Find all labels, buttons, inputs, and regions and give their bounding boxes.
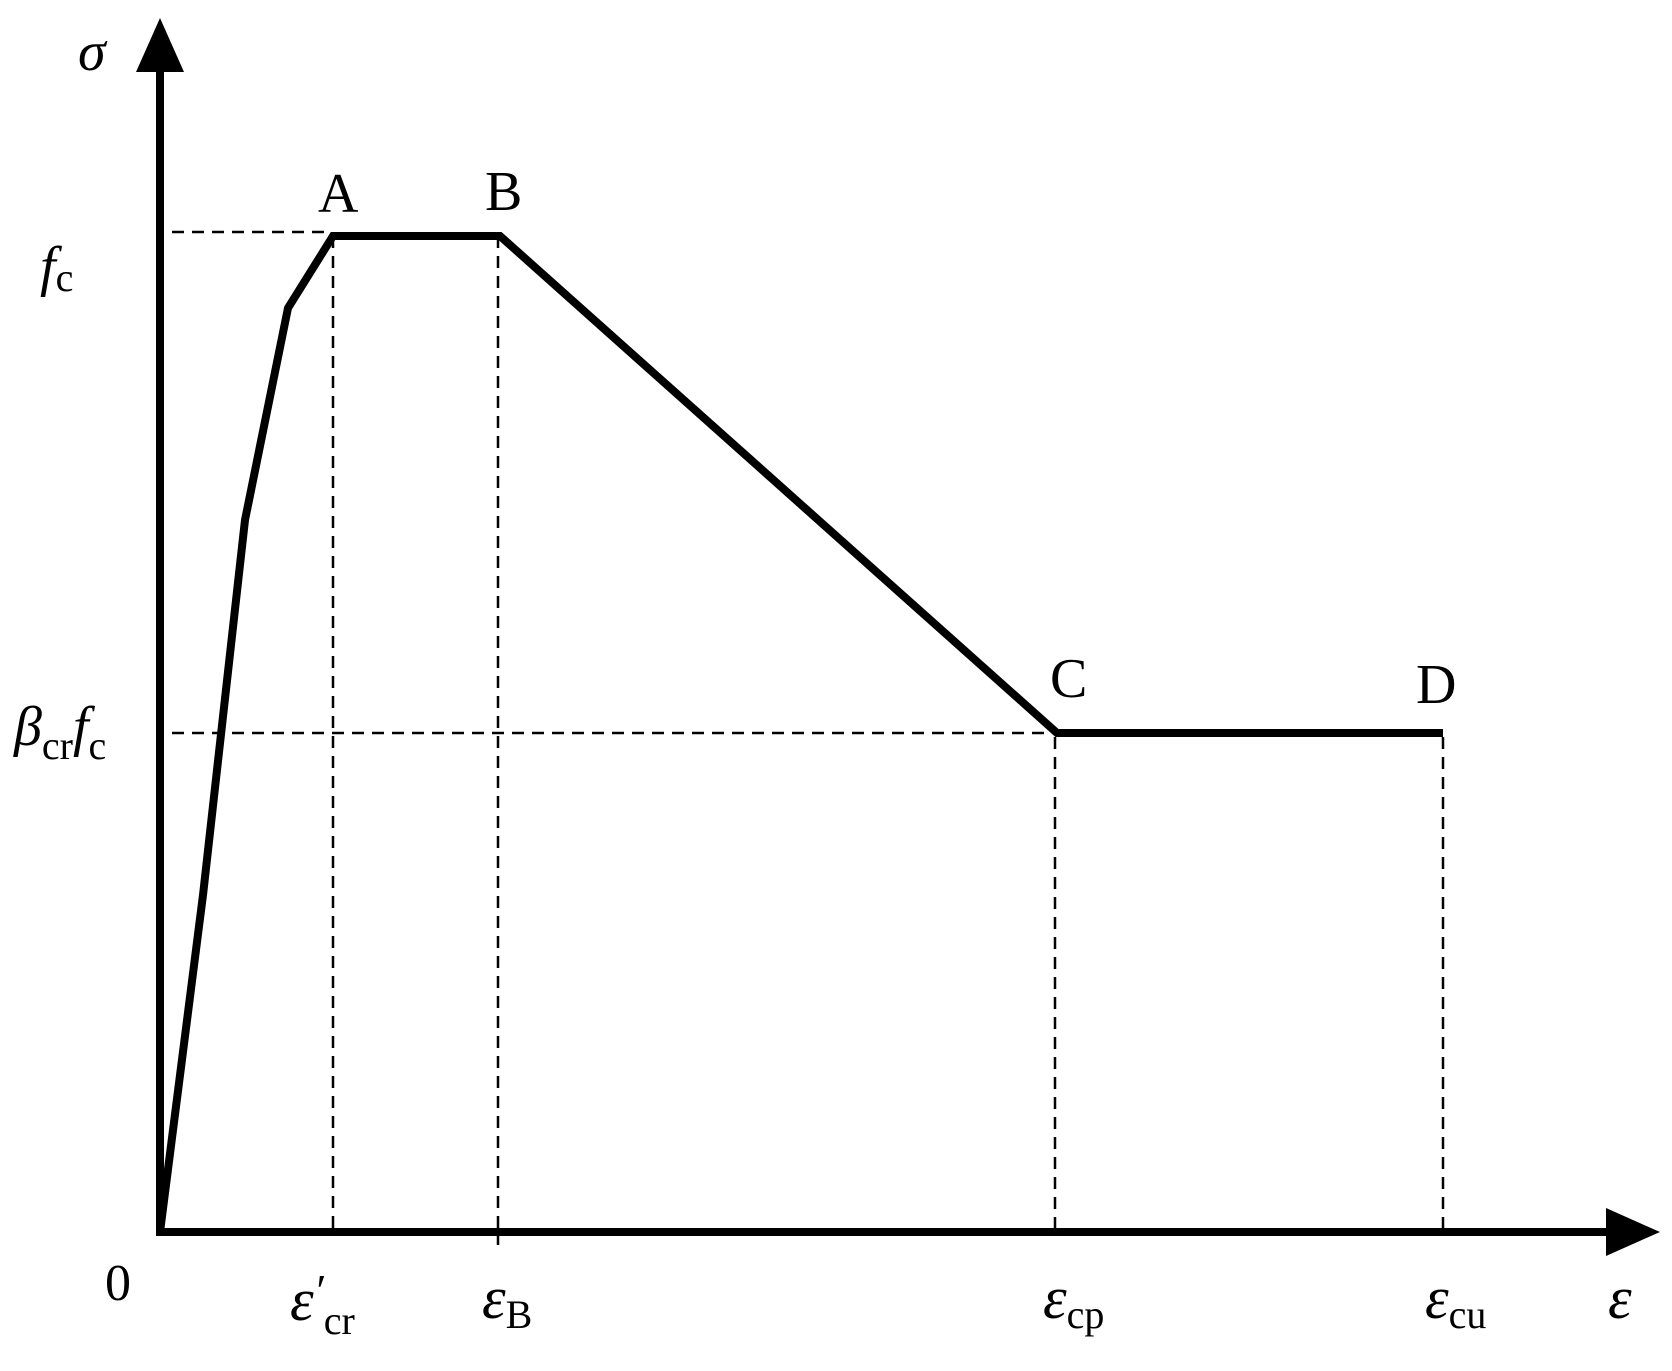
point-c-label: C (1050, 648, 1087, 710)
y-axis-label: σ (78, 21, 108, 83)
point-b-label: B (485, 161, 522, 223)
eps-cp-label: εcp (1043, 1265, 1104, 1337)
fc-label: fc (40, 236, 73, 300)
eps-cr-label: ε′cr (290, 1265, 355, 1343)
point-d-label: D (1416, 654, 1456, 716)
beta-cr-fc-label: βcrfc (13, 696, 106, 768)
eps-cu-label: εcu (1425, 1265, 1486, 1337)
eps-b-label: εB (482, 1265, 532, 1337)
point-a-label: A (318, 163, 359, 225)
x-axis-arrow-icon (1606, 1208, 1660, 1256)
x-axis-label: ε (1608, 1265, 1632, 1331)
stress-strain-curve (156, 232, 1443, 1233)
reference-lines (172, 230, 1445, 1245)
y-axis-arrow-icon (136, 18, 184, 72)
origin-label: 0 (105, 1255, 131, 1312)
